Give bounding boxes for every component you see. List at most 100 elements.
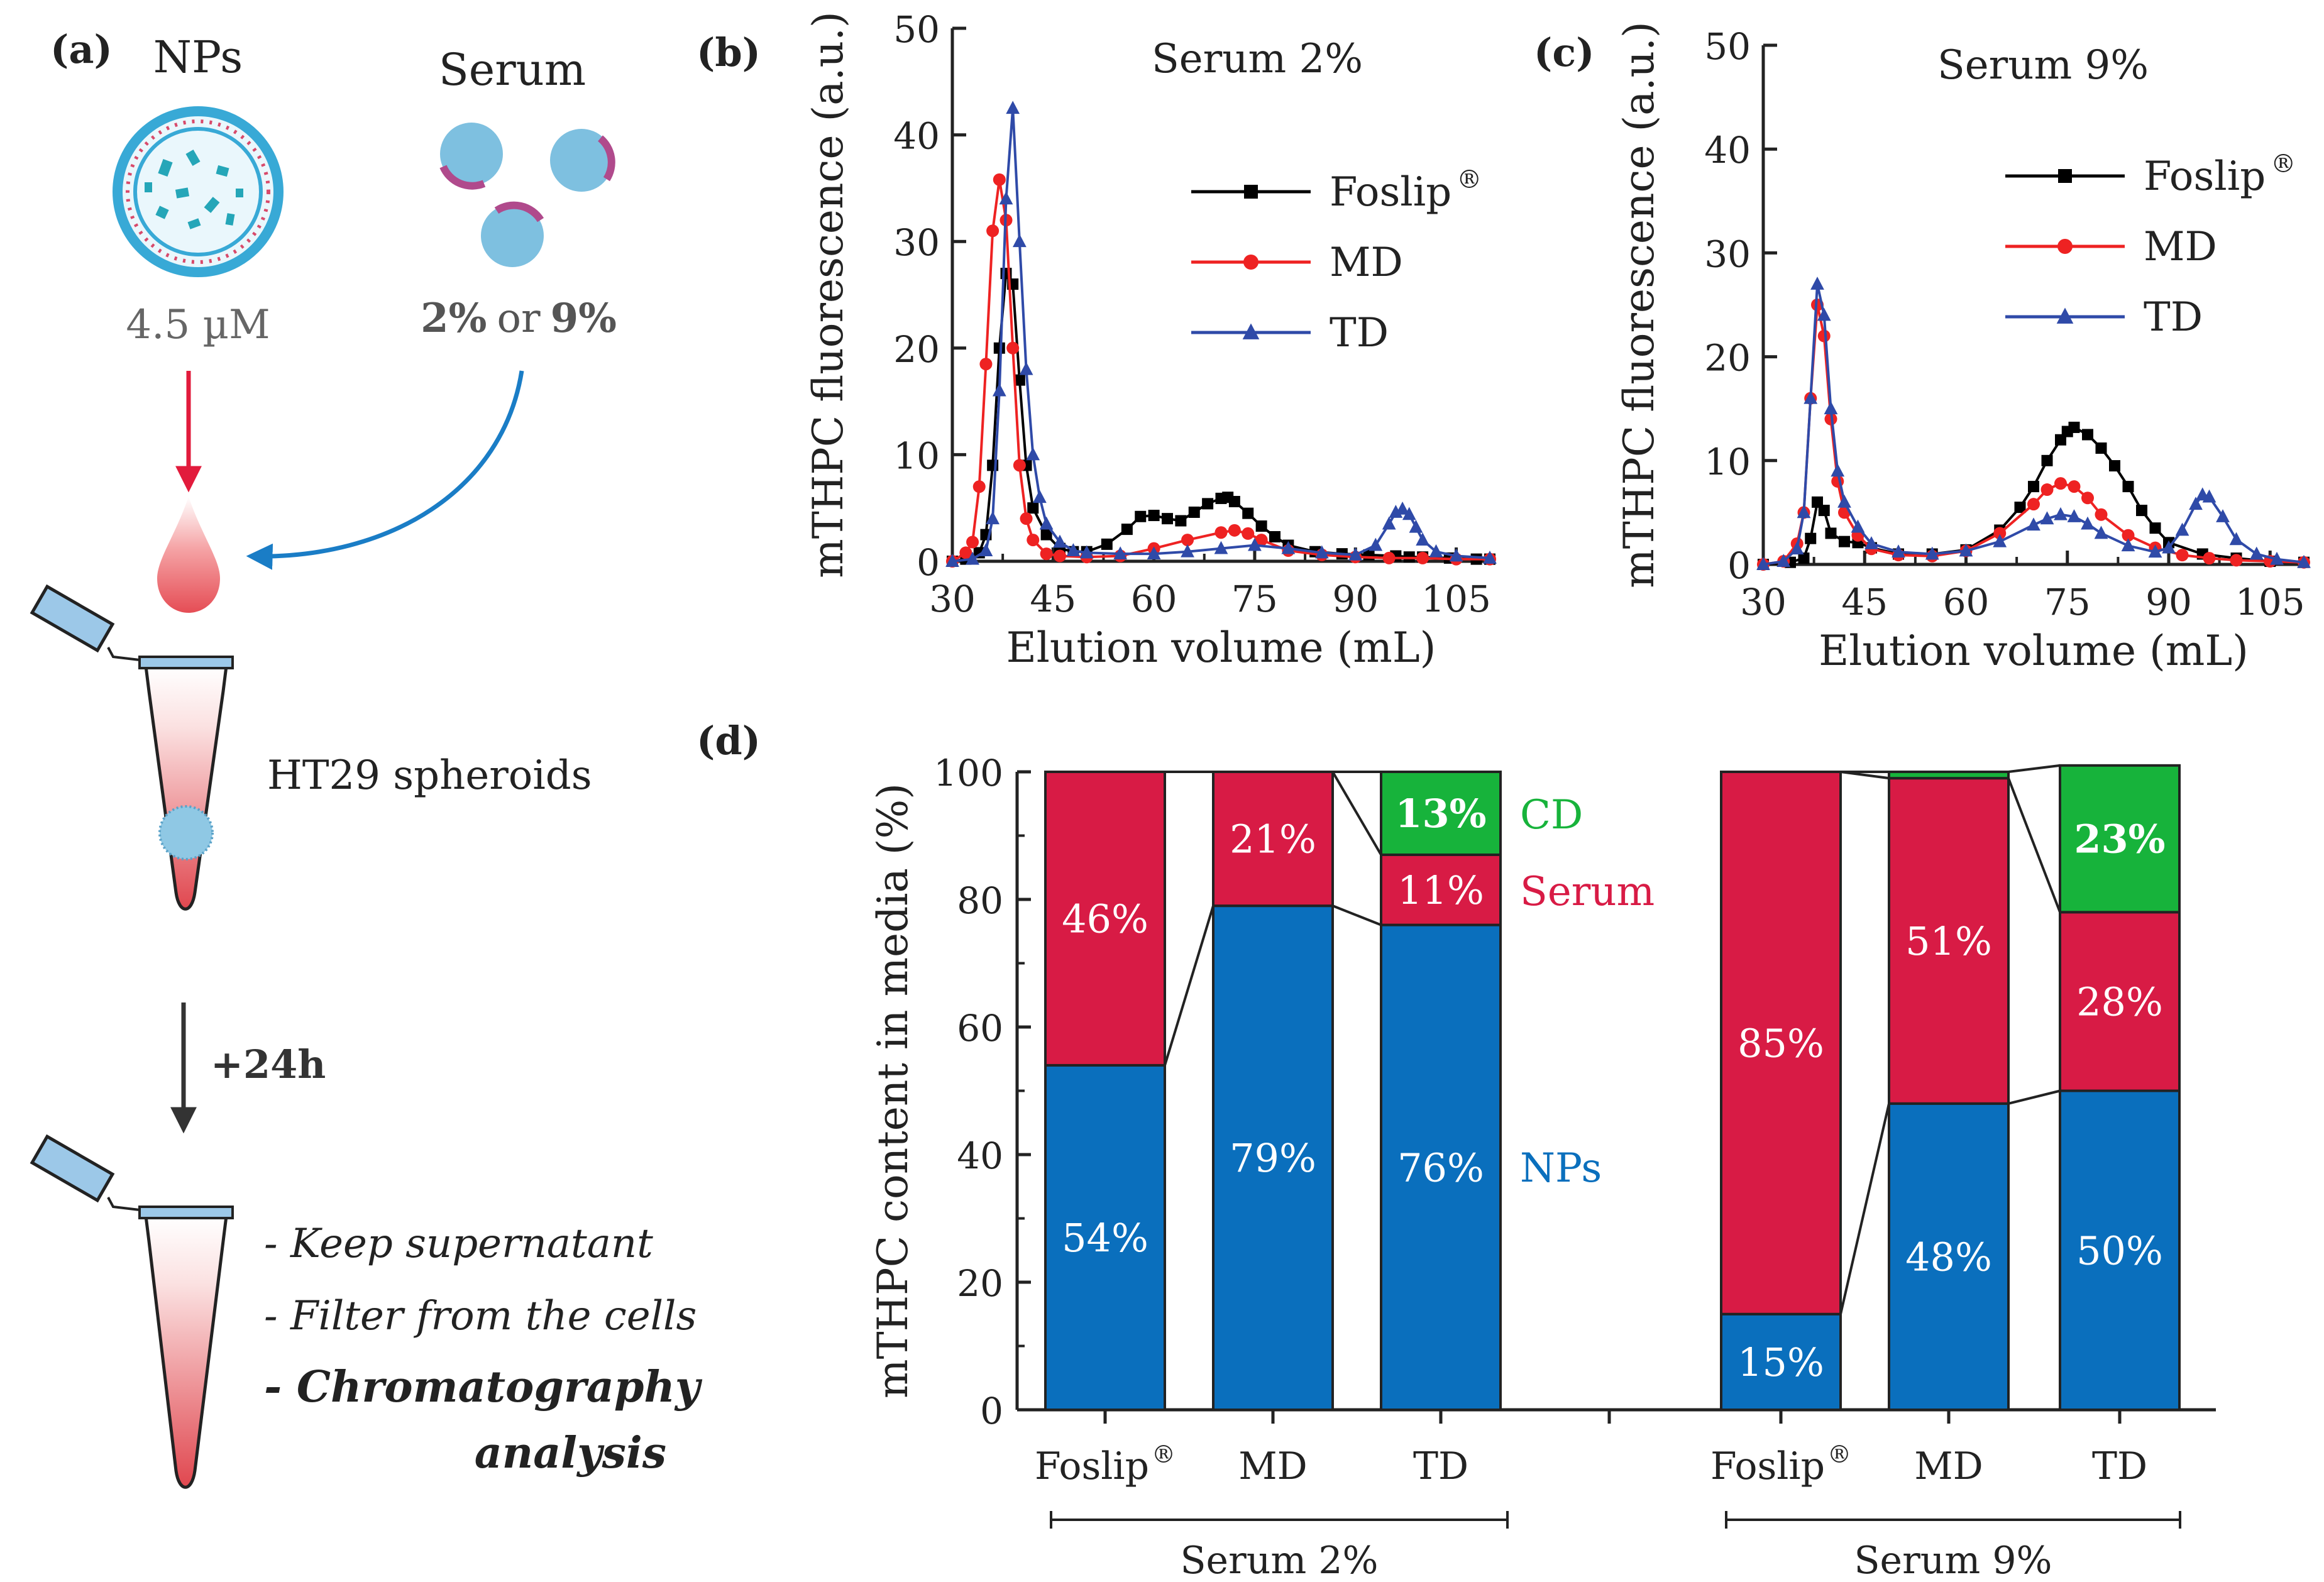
bar-cd <box>1380 771 1502 856</box>
bar-nps-label: 54% <box>1062 1215 1148 1261</box>
bar-serum <box>1044 771 1166 1067</box>
point-td <box>966 551 979 565</box>
point-foslip <box>1175 515 1187 527</box>
point-td <box>1993 534 2007 547</box>
step-filter-cells: - Filter from the cells <box>264 1293 697 1339</box>
legend-marker-foslip <box>2058 169 2072 183</box>
point-td <box>1019 361 1033 375</box>
bar-serum <box>1212 771 1334 908</box>
bar-serum-label: 51% <box>1905 918 1992 964</box>
point-td <box>1147 546 1161 560</box>
point-td <box>2202 489 2217 503</box>
point-foslip <box>2068 421 2080 433</box>
point-foslip <box>1027 502 1039 514</box>
point-td <box>945 554 959 567</box>
x-tick-label: 60 <box>1131 578 1177 620</box>
nps-concentration: 4.5 µM <box>126 302 270 348</box>
point-md <box>1181 534 1194 547</box>
point-td <box>1214 541 1228 554</box>
category-sup: ® <box>1152 1441 1176 1468</box>
point-td <box>1053 534 1067 548</box>
x-tick-label: 30 <box>1740 581 1787 623</box>
point-md <box>1382 551 1396 564</box>
point-foslip <box>1148 510 1160 522</box>
point-td <box>2162 540 2176 554</box>
point-td <box>2040 511 2054 525</box>
point-td <box>1006 101 1020 114</box>
bar-nps-label: 48% <box>1905 1234 1992 1280</box>
point-td <box>1066 543 1081 556</box>
panel-c-label: (c) <box>1534 30 1594 75</box>
point-md <box>1416 551 1429 564</box>
point-td <box>1033 490 1047 503</box>
panel-b-label: (b) <box>697 30 761 75</box>
bar-nps <box>2059 1089 2181 1411</box>
bar-cd <box>1888 771 2010 780</box>
legend-marker-td <box>1242 323 1260 339</box>
point-foslip <box>1040 529 1052 541</box>
y-tick-label: 0 <box>917 541 940 584</box>
point-td <box>1113 546 1128 560</box>
point-foslip <box>1188 506 1200 518</box>
point-td <box>1864 536 1878 549</box>
point-td <box>1012 234 1027 248</box>
point-td <box>1776 554 1791 567</box>
point-foslip <box>1242 507 1254 519</box>
point-md <box>1006 341 1020 354</box>
tube-icon-1 <box>30 584 234 911</box>
y-tick-label: 0 <box>1727 544 1751 587</box>
point-foslip <box>2149 522 2161 534</box>
bar-nps-label: 50% <box>2076 1228 2163 1273</box>
category-label: Foslip ® <box>1035 1441 1176 1488</box>
spheroids-label: HT29 spheroids <box>267 752 592 799</box>
point-foslip <box>1798 552 1810 564</box>
panel-a: (a) NPs Serum <box>30 26 703 1489</box>
point-md <box>1993 527 2007 540</box>
incubation-label: +24h <box>211 1041 326 1087</box>
point-td <box>986 511 1000 525</box>
point-md <box>1027 534 1040 547</box>
y-tick-label: 40 <box>1704 129 1751 172</box>
point-td <box>1248 537 1262 551</box>
point-td <box>1079 545 1094 559</box>
point-foslip <box>1825 527 1837 539</box>
point-td <box>999 191 1013 205</box>
point-md <box>1214 526 1228 539</box>
category-sup: ® <box>1827 1441 1851 1468</box>
legend-nps: NPs <box>1520 1145 1602 1192</box>
panel-a-label: (a) <box>50 26 113 72</box>
bar-nps-label: 15% <box>1737 1339 1824 1385</box>
point-td <box>1837 495 1851 508</box>
y-tick-label: 20 <box>1704 337 1751 380</box>
x-tick-label: 45 <box>1841 581 1888 623</box>
point-foslip <box>1228 496 1240 508</box>
bar-connector <box>1839 1103 1890 1315</box>
y-tick-label: 30 <box>893 221 940 264</box>
point-foslip <box>2028 481 2039 493</box>
legend-marker-md <box>2057 239 2073 254</box>
bar-connector <box>1164 905 1214 1066</box>
point-td <box>2054 507 2068 520</box>
legend-label-md: MD <box>1330 239 1403 286</box>
point-md <box>2095 508 2108 521</box>
point-foslip <box>1839 536 1850 547</box>
bar-nps <box>1212 904 1334 1411</box>
point-md <box>1228 524 1241 537</box>
point-td <box>2297 554 2311 568</box>
point-td <box>1369 537 1383 551</box>
y-tick-label: 50 <box>893 8 940 51</box>
point-td <box>979 543 993 556</box>
x-tick-label: 45 <box>1030 578 1076 620</box>
step-analysis: analysis <box>475 1428 666 1478</box>
point-td <box>1851 519 1865 533</box>
point-td <box>1039 516 1054 530</box>
point-td <box>1797 505 1811 519</box>
y-tick-label: 10 <box>893 434 940 477</box>
panel-d-label: (d) <box>697 718 761 764</box>
point-foslip <box>1255 520 1267 532</box>
point-td <box>1824 401 1838 415</box>
x-tick-label: 90 <box>1332 578 1379 620</box>
bar-nps-label: 76% <box>1397 1145 1484 1190</box>
legend-label-md: MD <box>2144 224 2217 270</box>
x-tick-label: 105 <box>2235 581 2305 623</box>
